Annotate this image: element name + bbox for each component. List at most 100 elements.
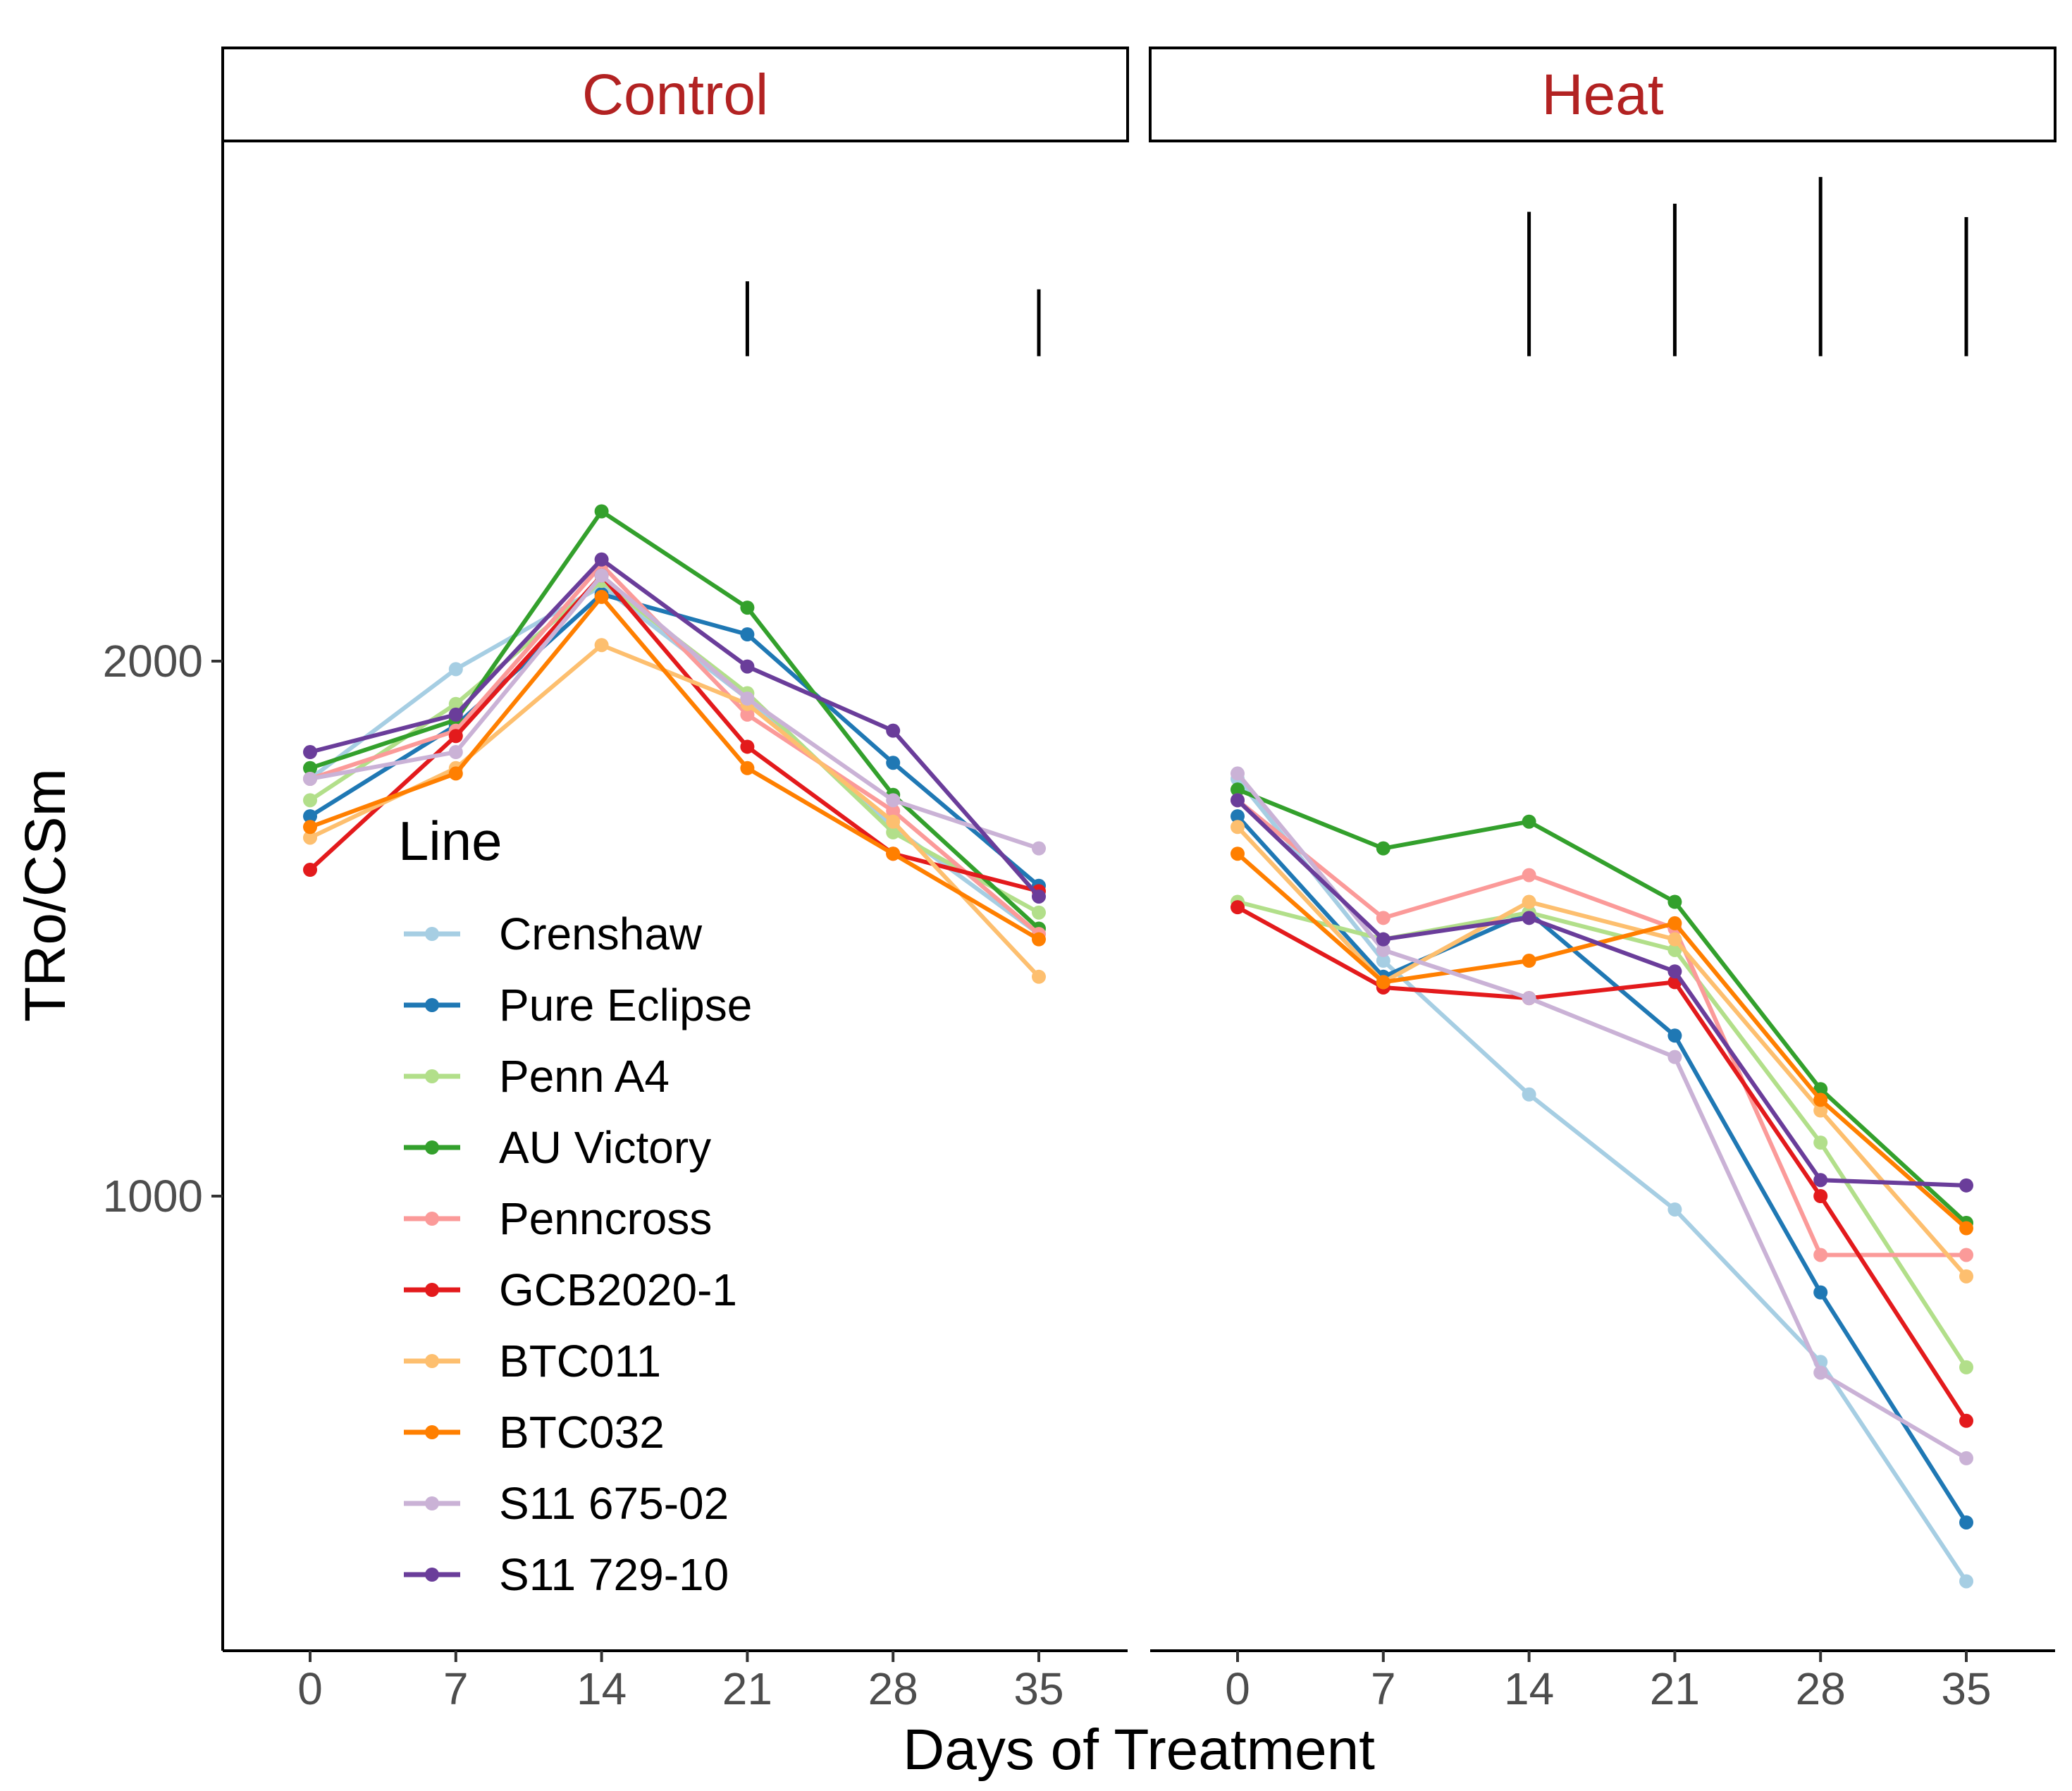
- x-tick-label-heat-0: 0: [1225, 1663, 1250, 1714]
- data-point-heat-btc032-day-35: [1959, 1221, 1973, 1236]
- data-point-control-btc032-day-0: [303, 820, 317, 834]
- data-point-heat-penn-a4-day-28: [1813, 1135, 1827, 1150]
- x-tick-label-heat-14: 14: [1504, 1663, 1554, 1714]
- data-point-control-gcb2020-1-day-0: [303, 863, 317, 877]
- data-point-control-pure-eclipse-day-28: [886, 756, 900, 770]
- data-point-heat-penncross-day-7: [1376, 911, 1390, 925]
- data-point-control-pure-eclipse-day-21: [740, 627, 754, 641]
- data-point-control-penn-a4-day-35: [1032, 906, 1046, 920]
- x-tick-label-heat-21: 21: [1650, 1663, 1700, 1714]
- data-point-heat-btc032-day-14: [1522, 954, 1536, 968]
- data-point-control-s11-675-02-day-0: [303, 772, 317, 786]
- data-point-heat-gcb2020-1-day-28: [1813, 1189, 1827, 1203]
- data-point-control-s11-675-02-day-35: [1032, 842, 1046, 856]
- data-point-heat-pure-eclipse-day-21: [1667, 1028, 1682, 1042]
- data-point-heat-s11-675-02-day-0: [1231, 766, 1245, 780]
- data-point-heat-au-victory-day-7: [1376, 842, 1390, 856]
- legend-key-point-crenshaw: [425, 927, 439, 941]
- data-point-heat-btc032-day-7: [1376, 975, 1390, 989]
- data-point-control-btc032-day-14: [595, 590, 609, 604]
- data-point-heat-btc032-day-0: [1231, 847, 1245, 861]
- data-point-heat-au-victory-day-14: [1522, 815, 1536, 829]
- data-point-heat-crenshaw-day-35: [1959, 1574, 1973, 1588]
- data-point-heat-s11-675-02-day-28: [1813, 1365, 1827, 1379]
- strip-heat: Heat: [1150, 48, 2055, 141]
- data-point-heat-s11-675-02-day-21: [1667, 1050, 1682, 1064]
- legend-key-point-au-victory: [425, 1140, 439, 1155]
- legend-label-gcb2020-1: GCB2020-1: [499, 1264, 737, 1315]
- x-tick-label-control-14: 14: [576, 1663, 627, 1714]
- data-point-control-s11-675-02-day-14: [595, 569, 609, 583]
- legend-key-point-penn-a4: [425, 1069, 439, 1083]
- x-tick-label-heat-7: 7: [1371, 1663, 1396, 1714]
- data-point-heat-crenshaw-day-21: [1667, 1202, 1682, 1217]
- data-point-heat-btc032-day-28: [1813, 1093, 1827, 1107]
- data-point-heat-s11-675-02-day-35: [1959, 1451, 1973, 1465]
- legend-label-btc032: BTC032: [499, 1407, 665, 1458]
- data-point-heat-au-victory-day-21: [1667, 895, 1682, 909]
- data-point-control-s11-675-02-day-21: [740, 691, 754, 706]
- data-point-control-gcb2020-1-day-21: [740, 739, 754, 753]
- data-point-control-s11-729-10-day-14: [595, 553, 609, 567]
- data-point-heat-crenshaw-day-14: [1522, 1088, 1536, 1102]
- legend-label-au-victory: AU Victory: [499, 1122, 711, 1173]
- data-point-control-penn-a4-day-0: [303, 793, 317, 807]
- strip-label-control: Control: [582, 63, 768, 127]
- data-point-control-s11-675-02-day-28: [886, 793, 900, 807]
- data-point-heat-penncross-day-28: [1813, 1248, 1827, 1262]
- data-point-heat-btc011-day-0: [1231, 820, 1245, 834]
- x-tick-label-heat-35: 35: [1941, 1663, 1991, 1714]
- data-point-heat-s11-729-10-day-35: [1959, 1178, 1973, 1193]
- data-point-control-btc032-day-28: [886, 847, 900, 861]
- data-point-heat-btc011-day-21: [1667, 933, 1682, 947]
- x-tick-label-control-21: 21: [722, 1663, 772, 1714]
- data-point-heat-s11-729-10-day-21: [1667, 964, 1682, 978]
- data-point-heat-s11-729-10-day-14: [1522, 911, 1536, 925]
- x-tick-label-control-35: 35: [1013, 1663, 1063, 1714]
- data-point-control-btc032-day-35: [1032, 933, 1046, 947]
- data-point-heat-penn-a4-day-35: [1959, 1360, 1973, 1374]
- data-point-control-s11-729-10-day-7: [449, 708, 463, 722]
- data-point-control-au-victory-day-14: [595, 504, 609, 518]
- data-point-heat-s11-675-02-day-14: [1522, 991, 1536, 1005]
- legend-key-point-penncross: [425, 1212, 439, 1226]
- data-point-heat-s11-729-10-day-7: [1376, 933, 1390, 947]
- x-tick-label-control-0: 0: [297, 1663, 323, 1714]
- data-point-heat-s11-729-10-day-0: [1231, 793, 1245, 807]
- x-tick-label-heat-28: 28: [1796, 1663, 1846, 1714]
- data-point-heat-gcb2020-1-day-35: [1959, 1414, 1973, 1428]
- data-point-heat-btc011-day-35: [1959, 1269, 1973, 1284]
- legend-label-pure-eclipse: Pure Eclipse: [499, 980, 752, 1030]
- data-point-control-s11-729-10-day-28: [886, 724, 900, 738]
- legend-label-btc011: BTC011: [499, 1336, 661, 1386]
- legend-key-point-gcb2020-1: [425, 1283, 439, 1297]
- data-point-control-btc011-day-35: [1032, 970, 1046, 984]
- data-point-heat-pure-eclipse-day-28: [1813, 1286, 1827, 1300]
- x-tick-label-control-28: 28: [868, 1663, 918, 1714]
- legend-label-penn-a4: Penn A4: [499, 1051, 670, 1102]
- data-point-control-btc032-day-7: [449, 766, 463, 780]
- data-point-control-s11-729-10-day-35: [1032, 890, 1046, 904]
- legend-key-point-pure-eclipse: [425, 998, 439, 1012]
- data-point-heat-s11-729-10-day-28: [1813, 1173, 1827, 1187]
- data-point-control-gcb2020-1-day-7: [449, 729, 463, 743]
- legend-key-point-btc032: [425, 1425, 439, 1439]
- legend-key-point-s11-729-10: [425, 1568, 439, 1582]
- y-axis-title: TRo/CSm: [13, 768, 78, 1022]
- x-tick-label-control-7: 7: [443, 1663, 469, 1714]
- data-point-control-au-victory-day-21: [740, 601, 754, 615]
- x-axis-title: Days of Treatment: [903, 1718, 1375, 1782]
- data-point-control-btc011-day-28: [886, 815, 900, 829]
- strip-label-heat: Heat: [1541, 63, 1663, 127]
- data-point-control-btc011-day-14: [595, 638, 609, 652]
- data-point-heat-btc011-day-14: [1522, 895, 1536, 909]
- data-point-control-s11-729-10-day-0: [303, 745, 317, 759]
- strip-control: Control: [223, 48, 1128, 141]
- y-tick-label-2000: 2000: [103, 636, 203, 687]
- legend-label-crenshaw: Crenshaw: [499, 909, 703, 959]
- legend-title: Line: [398, 810, 502, 872]
- legend-label-s11-675-02: S11 675-02: [499, 1478, 729, 1529]
- data-point-heat-pure-eclipse-day-35: [1959, 1515, 1973, 1530]
- data-point-heat-btc032-day-21: [1667, 916, 1682, 930]
- data-point-heat-penncross-day-14: [1522, 868, 1536, 882]
